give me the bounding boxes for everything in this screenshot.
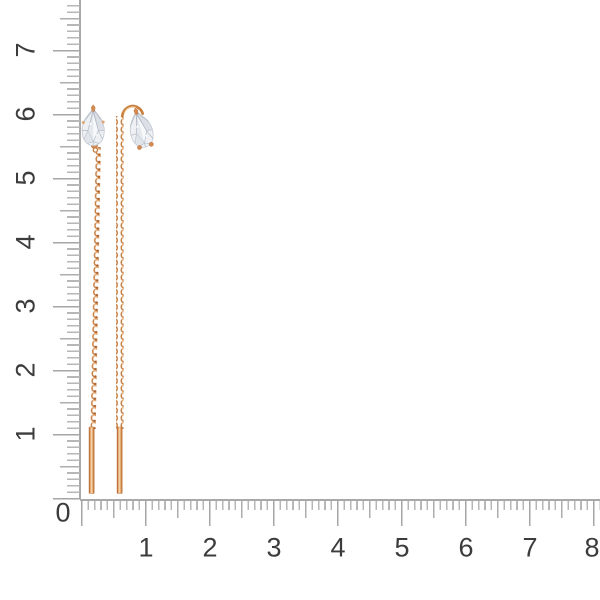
vruler-label-3: 3	[10, 298, 41, 314]
right-bottom-prong	[137, 145, 142, 150]
hruler-label-6: 6	[458, 532, 474, 563]
horizontal-ruler-line	[80, 499, 600, 501]
right-threader-bail	[120, 104, 145, 118]
left-drop-bar	[88, 426, 95, 494]
left-side-prong	[101, 120, 105, 124]
right-threader-bail-highlight	[123, 106, 137, 114]
vruler-label-6: 6	[10, 106, 41, 122]
left-side-prong	[81, 121, 85, 124]
hruler-label-7: 7	[522, 532, 538, 563]
hruler-label-8: 8	[584, 532, 600, 563]
vruler-label-2: 2	[10, 362, 41, 378]
ruler-origin-label: 0	[55, 497, 71, 528]
horizontal-ruler-cm-ticks	[81, 501, 596, 526]
right-bottom-prong	[149, 142, 154, 147]
vertical-ruler-line	[79, 0, 81, 499]
left-cable-chain	[88, 146, 101, 430]
right-earring	[116, 104, 157, 494]
hruler-label-5: 5	[394, 532, 410, 563]
hruler-label-1: 1	[138, 532, 154, 563]
left-earring	[81, 104, 105, 494]
earrings-photo	[81, 104, 157, 494]
right-cable-chain	[116, 116, 124, 429]
left-pear-diamond	[81, 108, 105, 147]
vertical-ruler-cm-ticks	[53, 50, 80, 500]
vruler-label-1: 1	[10, 426, 41, 442]
hruler-label-4: 4	[330, 532, 346, 563]
vruler-label-7: 7	[10, 42, 41, 58]
vruler-label-5: 5	[10, 170, 41, 186]
left-top-prong	[91, 104, 96, 112]
vruler-label-4: 4	[10, 234, 41, 250]
right-drop-bar	[116, 426, 123, 494]
right-top-prong	[133, 107, 139, 115]
hruler-label-3: 3	[266, 532, 282, 563]
hruler-label-2: 2	[202, 532, 218, 563]
left-chain-first-link	[92, 147, 99, 153]
